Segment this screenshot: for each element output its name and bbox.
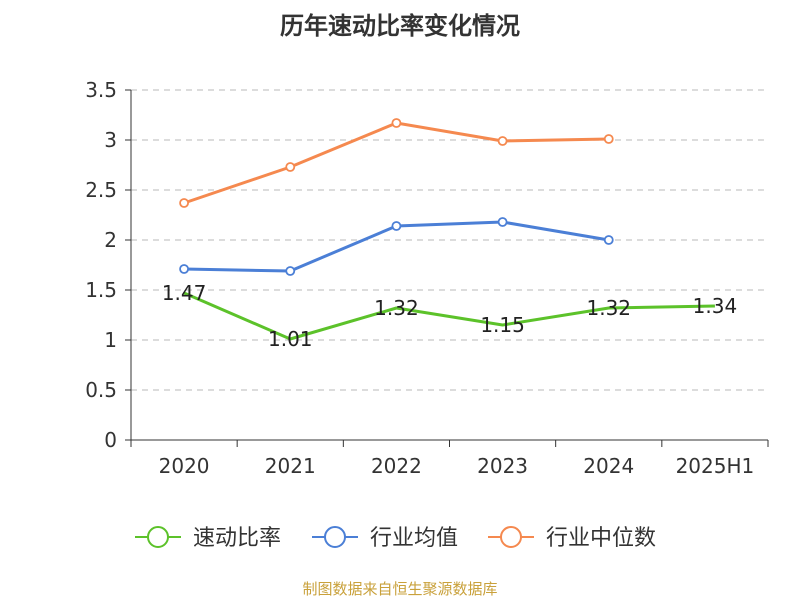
- legend-marker-2: [500, 526, 522, 548]
- data-point: [603, 235, 614, 245]
- chart-title: 历年速动比率变化情况: [280, 12, 520, 40]
- legend-label-0: 速动比率: [193, 526, 281, 551]
- data-label: 1.15: [480, 313, 525, 337]
- y-tick-label: 3.5: [85, 78, 117, 102]
- y-tick-label: 0: [104, 428, 117, 452]
- data-point: [285, 266, 296, 276]
- x-tick-label: 2024: [583, 454, 634, 478]
- y-tick-label: 2.5: [85, 178, 117, 202]
- data-point: [497, 217, 508, 227]
- y-tick-label: 2: [104, 228, 117, 252]
- data-point: [285, 162, 296, 172]
- data-point: [497, 136, 508, 146]
- series-line-2: [183, 121, 609, 205]
- data-label: 1.34: [693, 294, 738, 318]
- y-tick-label: 3: [104, 128, 117, 152]
- data-label: 1.32: [586, 296, 631, 320]
- y-tick-label: 0.5: [85, 378, 117, 402]
- x-tick-label: 2023: [477, 454, 528, 478]
- legend-label-1: 行业均值: [370, 526, 458, 551]
- legend-marker-1: [324, 526, 346, 548]
- x-tick-label: 2021: [265, 454, 316, 478]
- data-point: [391, 118, 402, 128]
- data-point: [179, 264, 189, 274]
- source-note: 制图数据来自恒生聚源数据库: [302, 580, 498, 598]
- y-tick-label: 1.5: [85, 278, 117, 302]
- data-point: [391, 221, 402, 231]
- x-tick-label: 2020: [159, 454, 210, 478]
- legend-label-2: 行业中位数: [546, 526, 656, 551]
- data-point: [603, 134, 614, 144]
- legend-marker-0: [147, 526, 169, 548]
- x-tick-label: 2025H1: [676, 454, 755, 478]
- series-line-0: [183, 291, 715, 341]
- data-label: 1.47: [162, 281, 207, 305]
- data-label: 1.32: [374, 296, 419, 320]
- x-tick-label: 2022: [371, 454, 422, 478]
- data-label: 1.01: [268, 327, 313, 351]
- data-point: [179, 198, 189, 208]
- y-tick-label: 1: [104, 328, 117, 352]
